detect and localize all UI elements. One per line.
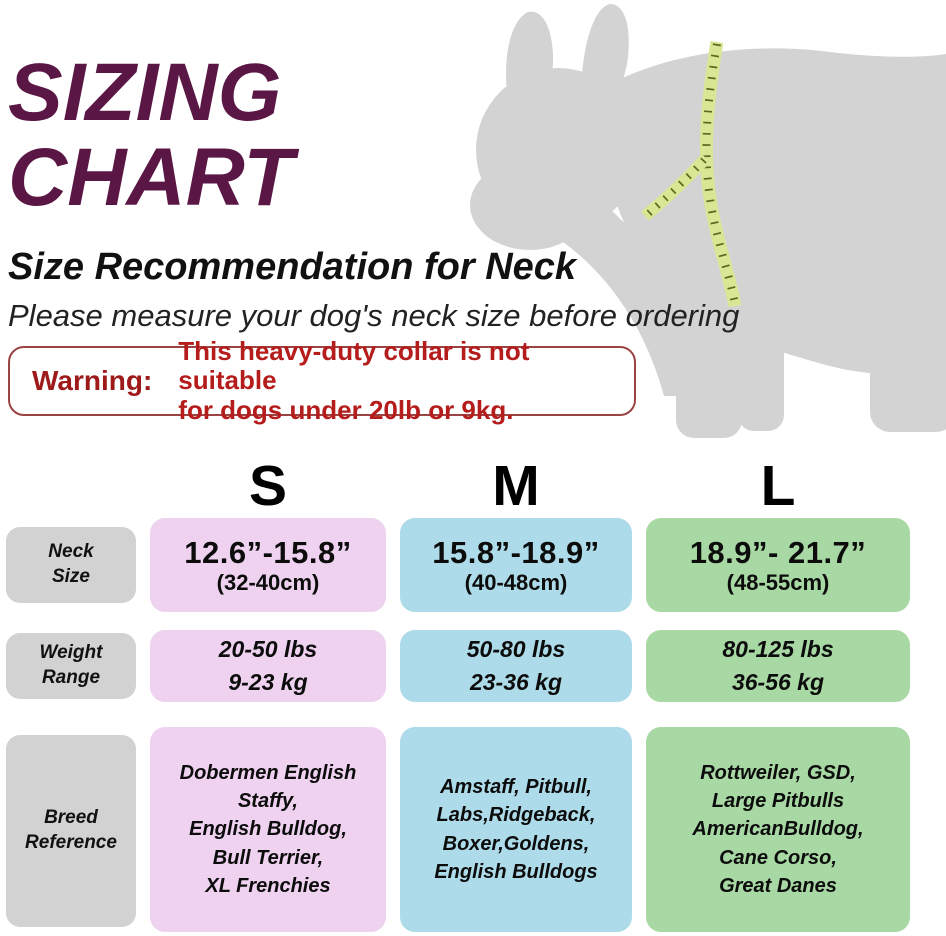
breed-reference-m-value: Amstaff, Pitbull, Labs,Ridgeback, Boxer,…: [434, 775, 598, 883]
warning-box: Warning: This heavy-duty collar is not s…: [8, 337, 636, 424]
breed-reference-cell-s: Dobermen English Staffy, English Bulldog…: [150, 727, 386, 932]
weight-range-m-value: 50-80 lbs 23-36 kg: [466, 635, 566, 695]
row-label-breed-reference: Breed Reference: [6, 735, 136, 927]
neck-size-row: Neck Size 12.6”-15.8” (32-40cm) 15.8”-18…: [6, 518, 912, 612]
row-label-weight-range: Weight Range: [6, 633, 136, 699]
neck-size-s-cm: (32-40cm): [216, 569, 320, 595]
neck-size-cell-l: 18.9”- 21.7” (48-55cm): [646, 518, 910, 612]
weight-range-cell-m: 50-80 lbs 23-36 kg: [400, 630, 632, 702]
page-title: SIZING CHART: [8, 47, 294, 224]
neck-size-l-inches: 18.9”- 21.7”: [689, 534, 867, 570]
size-header-s: S: [248, 454, 288, 518]
measuring-tape-icon: [641, 40, 742, 308]
neck-size-l-cm: (48-55cm): [726, 569, 830, 595]
weight-range-row: Weight Range 20-50 lbs 9-23 kg 50-80 lbs…: [6, 630, 912, 702]
tape-branch-strip: [641, 153, 711, 221]
warning-label: Warning:: [32, 365, 153, 396]
breed-reference-cell-l: Rottweiler, GSD, Large Pitbulls American…: [646, 727, 910, 932]
neck-size-m-inches: 15.8”-18.9”: [432, 534, 600, 570]
weight-range-cell-l: 80-125 lbs 36-56 kg: [646, 630, 910, 702]
row-label-neck-size: Neck Size: [6, 527, 136, 603]
size-header-row: S M L: [6, 456, 912, 516]
breed-reference-row: Breed Reference Dobermen English Staffy,…: [6, 727, 912, 932]
measure-instruction: Please measure your dog's neck size befo…: [8, 298, 740, 333]
dog-front-leg: [676, 284, 742, 438]
dog-body-silhouette: [470, 4, 946, 438]
dog-front-leg-back: [738, 295, 784, 431]
dog-hind-leg: [870, 324, 946, 432]
page-subtitle: Size Recommendation for Neck: [8, 246, 577, 288]
header-spacer: [6, 456, 136, 516]
neck-size-s-inches: 12.6”-15.8”: [184, 534, 352, 570]
neck-size-cell-m: 15.8”-18.9” (40-48cm): [400, 518, 632, 612]
size-header-m: M: [492, 454, 540, 518]
size-header-l: L: [760, 454, 796, 518]
dog-silhouette-illustration: [470, 4, 946, 438]
dog-chest: [545, 160, 709, 396]
breed-reference-s-value: Dobermen English Staffy, English Bulldog…: [179, 761, 357, 898]
neck-size-cell-s: 12.6”-15.8” (32-40cm): [150, 518, 386, 612]
breed-reference-cell-m: Amstaff, Pitbull, Labs,Ridgeback, Boxer,…: [400, 727, 632, 932]
breed-reference-l-value: Rottweiler, GSD, Large Pitbulls American…: [692, 761, 864, 898]
neck-size-m-cm: (40-48cm): [464, 569, 568, 595]
weight-range-l-value: 80-125 lbs 36-56 kg: [722, 635, 834, 695]
weight-range-cell-s: 20-50 lbs 9-23 kg: [150, 630, 386, 702]
tape-main-ticks: [702, 43, 739, 305]
warning-message: This heavy-duty collar is not suitable f…: [178, 336, 530, 425]
weight-range-s-value: 20-50 lbs 9-23 kg: [218, 635, 318, 695]
